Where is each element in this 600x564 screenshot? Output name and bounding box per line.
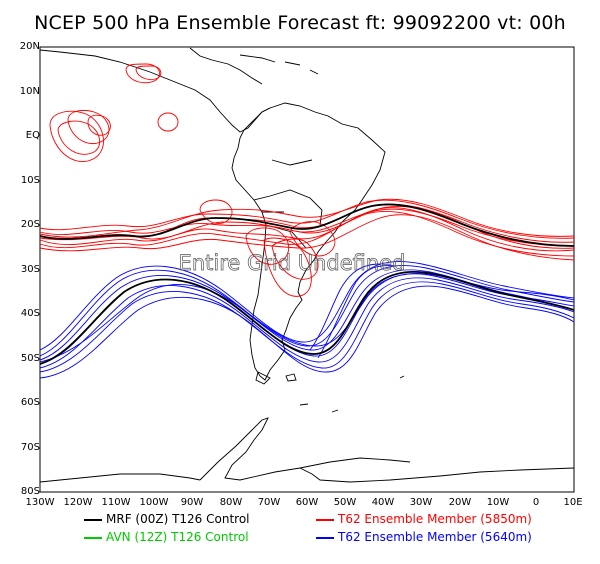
falkland-islands [285, 373, 297, 382]
legend-item-avn: AVN (12Z) T126 Control [84, 530, 249, 544]
lon-label: 0 [532, 497, 540, 508]
legend-label: MRF (00Z) T126 Control [106, 512, 250, 526]
red-member-line [39, 199, 575, 239]
lat-label: 10S [20, 175, 40, 186]
tierra-del-fuego [255, 371, 271, 385]
red-member-line [39, 207, 575, 252]
south-atlantic-islands [299, 375, 405, 413]
mrf-control-5640 [39, 270, 575, 365]
antarctic-peninsula [199, 417, 411, 481]
legend-swatch [316, 518, 334, 521]
legend-swatch [84, 518, 102, 521]
blue-member-line [39, 285, 575, 379]
lon-label: 70W [257, 497, 281, 508]
blue-member-line [309, 263, 381, 351]
lon-label: 120W [63, 497, 93, 508]
red-member-loop [87, 114, 111, 136]
red-member-loop [199, 199, 233, 225]
blue-member-line [39, 273, 575, 363]
lat-label: 10N [19, 86, 40, 97]
lon-label: 20W [448, 497, 472, 508]
lat-label: EQ [25, 130, 40, 141]
legend-swatch [84, 536, 102, 539]
legend-label: T62 Ensemble Member (5640m) [338, 530, 532, 544]
lat-label: 30S [20, 264, 40, 275]
country-borders [253, 159, 323, 249]
legend-label: T62 Ensemble Member (5850m) [338, 512, 532, 526]
red-member-line [39, 198, 575, 238]
lon-label: 100W [139, 497, 169, 508]
lon-label: 60W [295, 497, 319, 508]
lon-label: 10W [486, 497, 510, 508]
lon-label: 130W [25, 497, 55, 508]
blue-member-line [39, 261, 575, 351]
red-member-loop [57, 120, 101, 155]
caribbean-coast [189, 47, 263, 85]
lon-label: 80W [219, 497, 243, 508]
lat-label: 80S [20, 486, 40, 497]
plot-frame [39, 46, 575, 493]
lat-label: 50S [20, 353, 40, 364]
red-member-loop [245, 227, 290, 265]
blue-member-line [317, 265, 397, 359]
overlay-undefined-text: Entire Grid Undefined [179, 251, 406, 275]
lat-label: 40S [20, 308, 40, 319]
lon-label: 110W [101, 497, 131, 508]
weddell-sea-coast [299, 467, 575, 483]
blue-member-line [39, 281, 575, 373]
red-member-loop [67, 109, 110, 145]
legend-item-red-ensemble: T62 Ensemble Member (5850m) [316, 512, 532, 526]
caribbean-islands [239, 54, 319, 75]
legend-item-blue-ensemble: T62 Ensemble Member (5640m) [316, 530, 532, 544]
mrf-control-5850 [39, 203, 575, 247]
lon-label: 30W [409, 497, 433, 508]
legend-item-mrf: MRF (00Z) T126 Control [84, 512, 250, 526]
lon-label: 90W [180, 497, 204, 508]
lat-label: 70S [20, 442, 40, 453]
coastlines [39, 47, 575, 483]
central-america-coast [39, 49, 271, 133]
red-member-loop [263, 237, 312, 297]
legend-label: AVN (12Z) T126 Control [106, 530, 249, 544]
chart-title: NCEP 500 hPa Ensemble Forecast ft: 99092… [34, 12, 566, 34]
red-member-line [39, 214, 575, 261]
legend: MRF (00Z) T126 Control T62 Ensemble Memb… [0, 510, 600, 560]
blue-member-line [39, 277, 575, 369]
mrf-control-contours [39, 203, 575, 365]
blue-member-line [39, 273, 575, 365]
lat-label: 20N [19, 41, 40, 52]
blue-ensemble-contours [39, 261, 575, 379]
legend-swatch [316, 536, 334, 539]
antarctic-coast [39, 473, 201, 483]
red-member-loop [125, 63, 160, 84]
lon-label: 10E [563, 497, 583, 508]
south-america-coast [231, 102, 386, 381]
red-member-loop [49, 110, 104, 163]
lon-label: 50W [333, 497, 357, 508]
lat-label: 60S [20, 397, 40, 408]
lon-label: 40W [371, 497, 395, 508]
lat-label: 20S [20, 219, 40, 230]
blue-member-line [39, 265, 575, 357]
red-member-line [39, 211, 575, 257]
red-member-loop [157, 112, 179, 132]
red-member-loop [289, 221, 336, 257]
red-member-loop [271, 238, 319, 280]
red-member-loop [135, 65, 162, 81]
